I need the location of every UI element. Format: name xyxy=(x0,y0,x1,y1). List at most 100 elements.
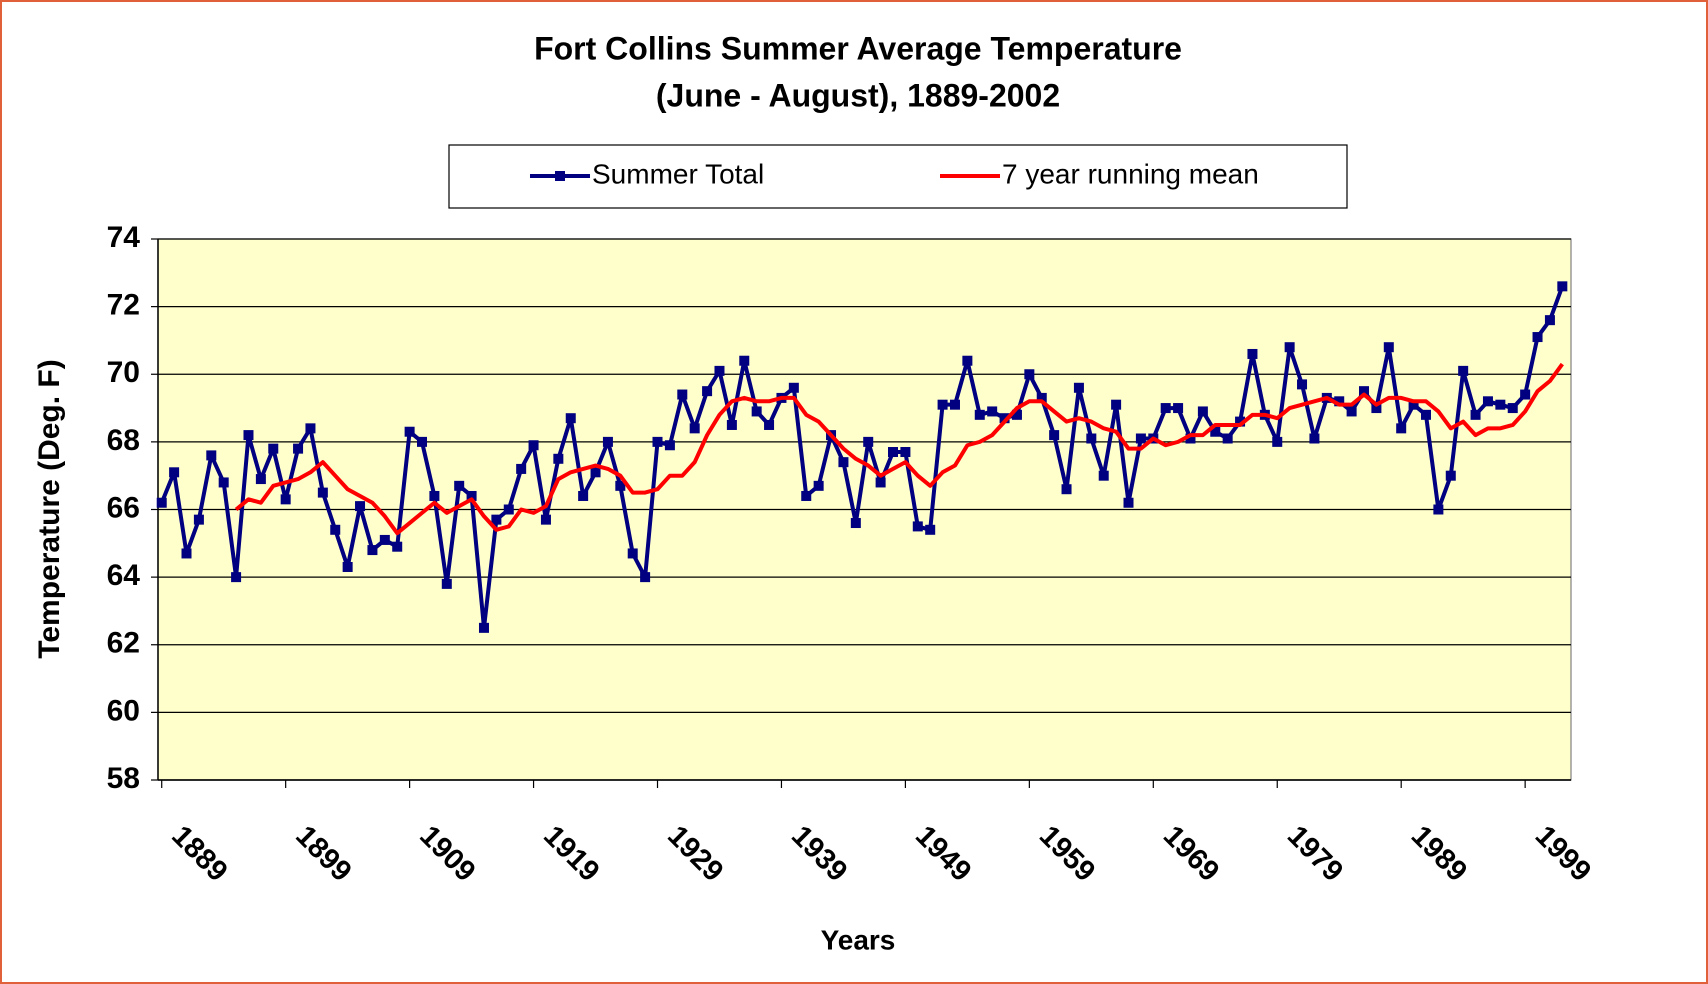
data-point xyxy=(1086,433,1097,444)
data-point xyxy=(429,490,440,501)
data-point xyxy=(801,490,812,501)
data-point xyxy=(1024,369,1035,380)
y-axis-label: Temperature (Deg. F) xyxy=(33,359,66,659)
data-point xyxy=(925,524,936,535)
data-point xyxy=(1334,396,1345,407)
data-point xyxy=(379,534,390,545)
data-point xyxy=(441,578,452,589)
data-point xyxy=(355,501,366,512)
data-point xyxy=(813,480,824,491)
data-point xyxy=(367,545,378,556)
data-point xyxy=(540,514,551,525)
data-point xyxy=(181,548,192,559)
data-point xyxy=(478,622,489,633)
data-point xyxy=(156,497,167,508)
data-point xyxy=(516,463,527,474)
data-point xyxy=(1557,281,1568,292)
data-point xyxy=(1197,406,1208,417)
data-point xyxy=(404,426,415,437)
data-point xyxy=(1544,315,1555,326)
data-point xyxy=(317,487,328,498)
data-point xyxy=(342,561,353,572)
data-point xyxy=(1235,416,1246,427)
y-tick-label: 68 xyxy=(107,424,140,457)
y-tick-label: 70 xyxy=(107,356,140,389)
data-point xyxy=(987,406,998,417)
data-point xyxy=(1061,484,1072,495)
legend-label: Summer Total xyxy=(592,158,764,189)
data-point xyxy=(689,423,700,434)
data-point xyxy=(1247,348,1258,359)
data-point xyxy=(627,548,638,559)
data-point xyxy=(491,514,502,525)
data-point xyxy=(1123,497,1134,508)
series-line xyxy=(234,362,1564,536)
legend-box xyxy=(448,144,1348,209)
data-point xyxy=(1160,403,1171,414)
legend-marker xyxy=(555,171,565,181)
data-point xyxy=(1111,399,1122,410)
y-tick-label: 64 xyxy=(107,559,141,592)
data-point xyxy=(466,490,477,501)
data-point xyxy=(528,440,539,451)
data-point xyxy=(1458,365,1469,376)
data-point xyxy=(788,382,799,393)
data-point xyxy=(602,436,613,447)
data-point xyxy=(1346,406,1357,417)
data-point xyxy=(231,572,242,583)
data-point xyxy=(714,365,725,376)
y-tick-label: 60 xyxy=(107,694,140,727)
data-point xyxy=(503,504,514,515)
data-point xyxy=(652,436,663,447)
data-point xyxy=(726,419,737,430)
data-point xyxy=(1383,342,1394,353)
data-point xyxy=(702,386,713,397)
data-point xyxy=(206,450,217,461)
data-point xyxy=(751,406,762,417)
data-point xyxy=(999,413,1010,424)
data-point xyxy=(1173,403,1184,414)
data-point xyxy=(615,480,626,491)
data-point xyxy=(1507,403,1518,414)
data-point xyxy=(764,419,775,430)
data-point xyxy=(1433,504,1444,515)
data-point xyxy=(280,494,291,505)
data-point xyxy=(1420,409,1431,420)
data-point xyxy=(677,389,688,400)
data-point xyxy=(838,457,849,468)
data-point xyxy=(1073,382,1084,393)
data-point xyxy=(875,477,886,488)
data-point xyxy=(1309,433,1320,444)
data-point xyxy=(417,436,428,447)
data-point xyxy=(565,413,576,424)
data-point xyxy=(1098,470,1109,481)
y-tick-label: 72 xyxy=(107,289,140,322)
data-point xyxy=(268,443,279,454)
data-point xyxy=(218,477,229,488)
chart-title: Fort Collins Summer Average Temperature xyxy=(534,30,1182,66)
data-point xyxy=(1210,426,1221,437)
data-point xyxy=(1185,433,1196,444)
data-point xyxy=(1482,396,1493,407)
y-tick-label: 58 xyxy=(107,762,140,795)
data-point xyxy=(255,474,266,485)
data-point xyxy=(1011,409,1022,420)
data-point xyxy=(1297,379,1308,390)
y-tick-label: 62 xyxy=(107,627,140,660)
data-point xyxy=(243,430,254,441)
data-point xyxy=(1284,342,1295,353)
data-point xyxy=(454,480,465,491)
data-point xyxy=(664,440,675,451)
data-point xyxy=(900,447,911,458)
data-point xyxy=(1520,389,1531,400)
data-point xyxy=(863,436,874,447)
data-point xyxy=(1532,332,1543,343)
data-point xyxy=(937,399,948,410)
data-point xyxy=(1371,403,1382,414)
data-point xyxy=(974,409,985,420)
data-point xyxy=(640,572,651,583)
data-point xyxy=(1222,433,1233,444)
data-point xyxy=(888,447,899,458)
data-point xyxy=(553,453,564,464)
